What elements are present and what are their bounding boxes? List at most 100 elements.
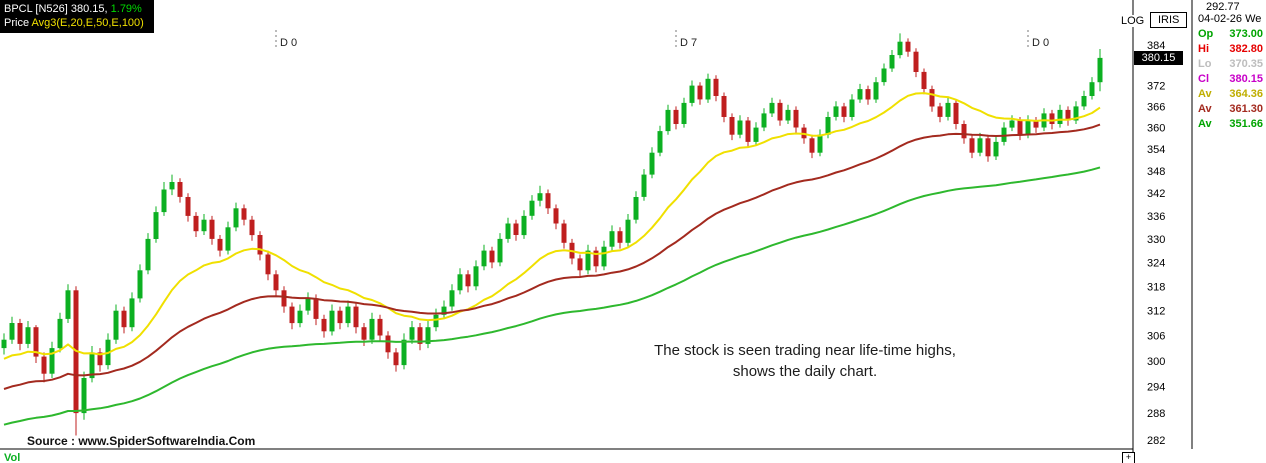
indicator-line: Price Avg3(E,20,E,50,E,100) [4,16,144,30]
candle-body-down [193,215,199,232]
candle-body-up [25,327,31,344]
candle-body-up [1089,82,1095,96]
candle-body-up [9,323,15,340]
candle-body-down [953,102,959,124]
candle-body-down [289,306,295,324]
candle-body-up [849,99,855,117]
candle-body-down [865,89,871,100]
candle-body-up [65,290,71,319]
candle-body-down [617,231,623,243]
candle-body-up [1057,109,1063,124]
panel-row-label: Av [1198,103,1212,115]
ohlc-panel-rows: Op 373.00 Hi 382.80 Lo 370.35 Cl 380.15 Av 364.36… [1194,27,1265,132]
candle-body-down [921,71,927,89]
candle-body-down [465,274,471,287]
candle-body-up [521,215,527,236]
indicator-name: Price [4,17,30,29]
candle-body-up [1097,57,1103,83]
symbol-last-price: 380.15, [70,3,108,15]
candle-body-up [1025,120,1031,135]
candle-body-up [401,339,407,366]
candle-body-down [1049,113,1055,124]
candle-body-up [153,212,159,239]
candle-body-up [897,41,903,56]
panel-row-value: 380.15 [1229,73,1263,85]
candle-body-down [513,223,519,235]
candle-body-up [441,306,447,315]
candle-body-down [969,138,975,153]
candle-body-up [425,327,431,344]
candle-body-up [817,134,823,153]
candle-body-up [137,270,143,299]
panel-row-value: 373.00 [1229,28,1263,40]
chart-annotation: The stock is seen trading near life-time… [610,340,1000,382]
y-axis-tick: 348 [1147,166,1165,178]
candle-body-down [745,120,751,142]
candle-body-down [937,106,943,117]
candle-body-up [409,327,415,340]
candle-body-down [313,298,319,319]
y-axis-tick: 366 [1147,101,1165,113]
symbol-change-percent: 1.79% [110,3,142,15]
candle-body-down [361,327,367,340]
y-axis-tick: 282 [1147,435,1165,447]
candle-body-up [169,182,175,190]
candle-body-down [905,41,911,52]
candle-body-down [561,223,567,243]
scroll-resize-control[interactable]: + [1122,452,1135,463]
candle-body-up [881,68,887,83]
candle-body-down [721,96,727,117]
panel-row-label: Lo [1198,58,1212,70]
candle-body-up [945,102,951,117]
panel-row-cl: Cl 380.15 [1194,72,1265,87]
panel-row-label: Cl [1198,73,1209,85]
candle-body-up [305,298,311,311]
candle-body-down [17,323,23,344]
candle-body-down [353,306,359,328]
y-axis-tick: 360 [1147,123,1165,135]
y-axis-tick: 384 [1147,40,1165,52]
candle-body-down [185,197,191,216]
panel-row-av: Av 364.36 [1194,87,1265,102]
candle-body-up [329,310,335,332]
candle-body-up [201,219,207,232]
candle-body-up [609,231,615,247]
candle-body-up [753,127,759,142]
candle-body-down [673,109,679,124]
candle-body-down [273,274,279,291]
candle-body-down [177,182,183,197]
candle-body-down [41,356,47,374]
symbol-header: BPCL [N526] 380.15, 1.79% Price Avg3(E,2… [0,0,154,33]
candle-body-up [529,200,535,216]
candle-body-up [113,310,119,340]
symbol-series: [N526] [35,3,68,15]
y-axis-tick: 288 [1147,408,1165,420]
candle-body-down [377,318,383,336]
candle-body-down [913,51,919,72]
candle-body-up [1,339,7,349]
candle-body-down [321,318,327,332]
y-axis-tick: 354 [1147,144,1165,156]
candle-body-up [129,298,135,328]
candle-body-down [33,327,39,357]
candle-body-down [713,78,719,96]
candle-body-down [929,89,935,107]
candle-body-down [777,102,783,121]
panel-row-value: 364.36 [1229,88,1263,100]
panel-date: 04-02-26 We [1198,13,1262,25]
candle-body-up [449,290,455,307]
y-axis-tick: 300 [1147,356,1165,368]
candle-body-down [97,352,103,366]
panel-row-hi: Hi 382.80 [1194,42,1265,57]
volume-pane-label: Vol [4,452,21,463]
panel-row-value: 361.30 [1229,103,1263,115]
panel-row-av: Av 351.66 [1194,117,1265,132]
y-axis-tick: 306 [1147,331,1165,343]
moving-average-20 [3,92,1101,360]
candle-body-up [585,250,591,271]
candle-body-up [1073,106,1079,121]
panel-row-label: Op [1198,28,1214,40]
y-axis-tick: 294 [1147,382,1165,394]
candle-body-down [265,254,271,275]
